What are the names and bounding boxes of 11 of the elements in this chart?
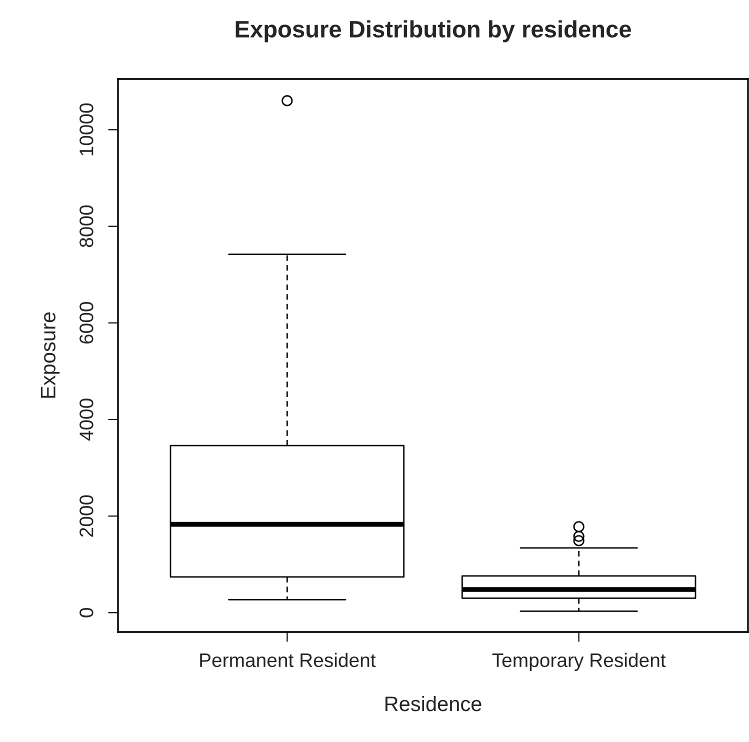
y-tick-label: 6000 xyxy=(80,302,94,344)
y-tick-label: 8000 xyxy=(80,205,94,248)
x-tick-label: Permanent Resident xyxy=(200,652,376,668)
x-tick-label: Temporary Resident xyxy=(492,652,666,671)
chart-title: Exposure Distribution by residence xyxy=(236,20,631,42)
y-tick-label: 10000 xyxy=(80,103,94,156)
y-tick-label: 0 xyxy=(80,608,94,618)
y-axis-title: Exposure xyxy=(40,312,60,398)
y-tick-label: 2000 xyxy=(80,495,94,537)
y-tick-label: 4000 xyxy=(80,398,94,441)
x-axis-title: Residence xyxy=(385,696,482,712)
